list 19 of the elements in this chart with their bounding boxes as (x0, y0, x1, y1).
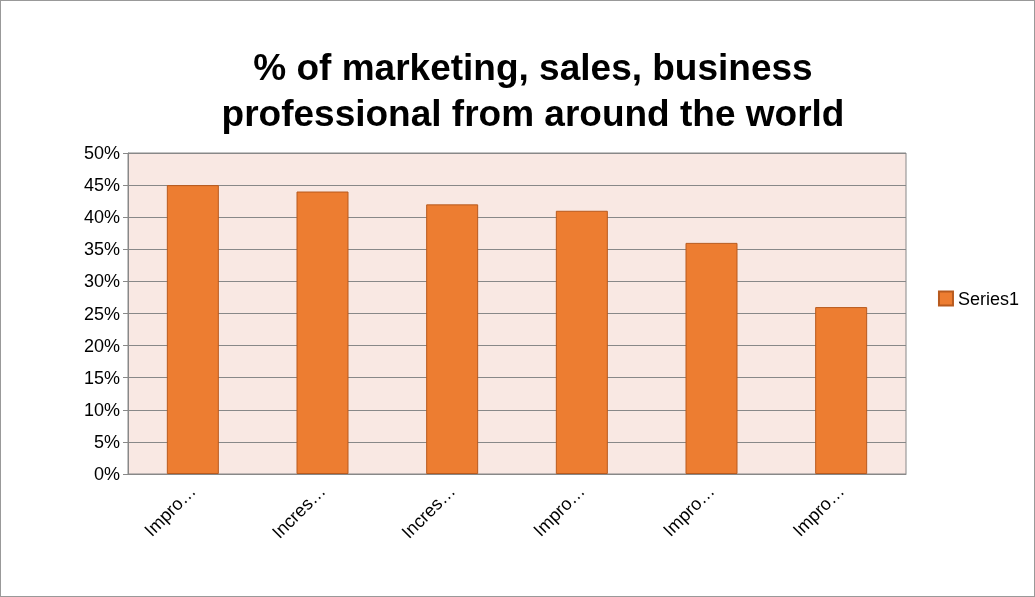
y-tick-label: 0% (93, 464, 120, 484)
y-tick-label: 30% (83, 271, 120, 292)
y-tick-label: 15% (83, 367, 120, 388)
chart-title: % of marketing, sales, business professional from around the world (221, 46, 845, 134)
bar (426, 204, 479, 474)
bar (815, 307, 868, 474)
y-tick-label: 25% (83, 303, 120, 324)
legend-label: Series1 (957, 288, 1019, 309)
bar (296, 191, 349, 474)
y-tick-label: 45% (83, 175, 120, 196)
bar (166, 185, 219, 474)
bar (555, 210, 608, 474)
y-tick-label: 5% (93, 431, 120, 452)
y-tick-label: 35% (83, 239, 120, 260)
bar (685, 242, 738, 474)
y-tick-label: 40% (83, 207, 120, 228)
y-tick-label: 10% (83, 399, 120, 420)
y-tick-label: 20% (83, 335, 120, 356)
y-tick-label: 50% (83, 143, 120, 163)
